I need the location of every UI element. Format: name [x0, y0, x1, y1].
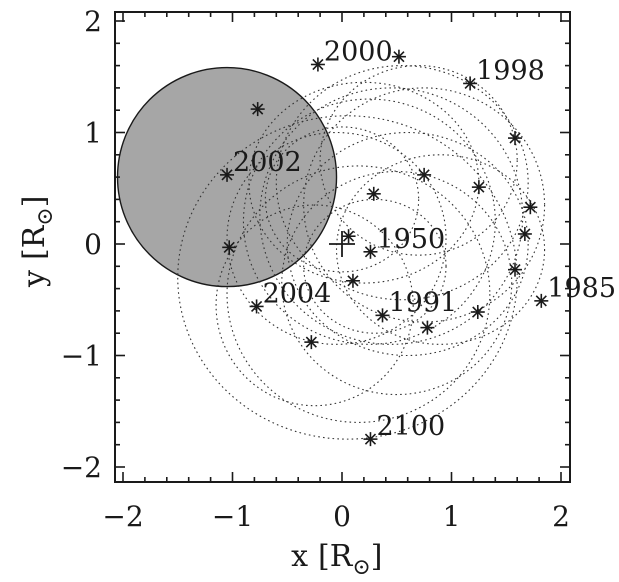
orbit-curve [303, 87, 546, 323]
orbit-curve [215, 204, 414, 407]
data-point [304, 335, 319, 350]
sun-symbol: ⊙ [33, 207, 58, 225]
axis-ticks [115, 12, 570, 482]
year-annotations: 2000 1998 2002 1950 1985 2004 1991 2100 [233, 36, 616, 442]
plot-area: 2000 1998 2002 1950 1985 2004 1991 2100 [114, 11, 616, 483]
data-point [470, 305, 485, 320]
sun-symbol: ⊙ [352, 555, 370, 580]
center-cross-marker [329, 231, 355, 257]
data-point [366, 186, 381, 201]
point-annotation: 1950 [376, 224, 445, 255]
y-tick-label: 0 [84, 228, 102, 261]
data-point [222, 240, 237, 255]
data-point [463, 76, 478, 91]
orbit-curve [275, 65, 529, 301]
point-annotation: 2002 [233, 147, 302, 178]
y-tick-label: −2 [61, 451, 102, 484]
data-point [363, 244, 378, 259]
data-point [363, 432, 378, 447]
y-tick-label: 1 [84, 117, 102, 150]
orbit-curve [259, 87, 524, 345]
y-axis-unit-symbol: R [17, 224, 52, 248]
data-point [508, 131, 523, 146]
x-tick-labels: −2 −1 0 1 2 [102, 500, 570, 533]
y-tick-label: −1 [61, 340, 102, 373]
data-point [508, 262, 523, 277]
y-axis-unit: [R⊙] [17, 196, 58, 260]
data-point [250, 102, 265, 117]
x-axis-unit: [R⊙] [318, 539, 382, 580]
y-axis-label-text: y [17, 270, 52, 288]
x-axis-label-text: x [291, 539, 308, 574]
x-tick-label: −2 [102, 500, 143, 533]
orbit-curve [264, 126, 420, 273]
orbit-curve [319, 65, 518, 256]
data-point [391, 49, 406, 64]
point-annotation: 2100 [376, 411, 445, 442]
x-axis-unit-symbol: R [330, 539, 354, 574]
data-points [220, 49, 549, 447]
data-point [417, 167, 432, 182]
orbit-curve [286, 131, 529, 357]
data-point [375, 308, 390, 323]
point-annotation: 2000 [324, 36, 393, 67]
point-annotation: 1998 [476, 55, 545, 86]
data-point [249, 299, 264, 314]
orbit-curve [335, 154, 546, 345]
point-annotation: 1991 [389, 287, 458, 318]
point-annotation: 2004 [263, 278, 332, 309]
y-axis-label: y [R⊙] [17, 196, 58, 288]
data-point [420, 320, 435, 335]
x-tick-label: 2 [552, 500, 570, 533]
orbit-curves [177, 65, 546, 440]
orbit-curve [242, 98, 496, 345]
data-point [471, 180, 486, 195]
point-annotation: 1985 [547, 273, 616, 304]
y-tick-label: 2 [84, 5, 102, 38]
orbit-curve [303, 198, 447, 334]
x-axis-label: x [R⊙] [291, 539, 382, 580]
orbit-curve [226, 165, 491, 423]
x-tick-label: −1 [212, 500, 253, 533]
y-tick-labels: −2 −1 0 1 2 [61, 5, 102, 484]
data-point [517, 226, 532, 241]
data-point [534, 293, 549, 308]
orbit-curve [226, 131, 447, 345]
data-point [220, 167, 235, 182]
data-point [345, 273, 360, 288]
x-tick-label: 0 [333, 500, 351, 533]
data-point [523, 200, 538, 215]
data-point [341, 229, 356, 244]
orbit-curve [177, 115, 518, 440]
x-tick-label: 1 [443, 500, 461, 533]
data-point [310, 57, 325, 72]
orbit-curve [281, 170, 513, 396]
